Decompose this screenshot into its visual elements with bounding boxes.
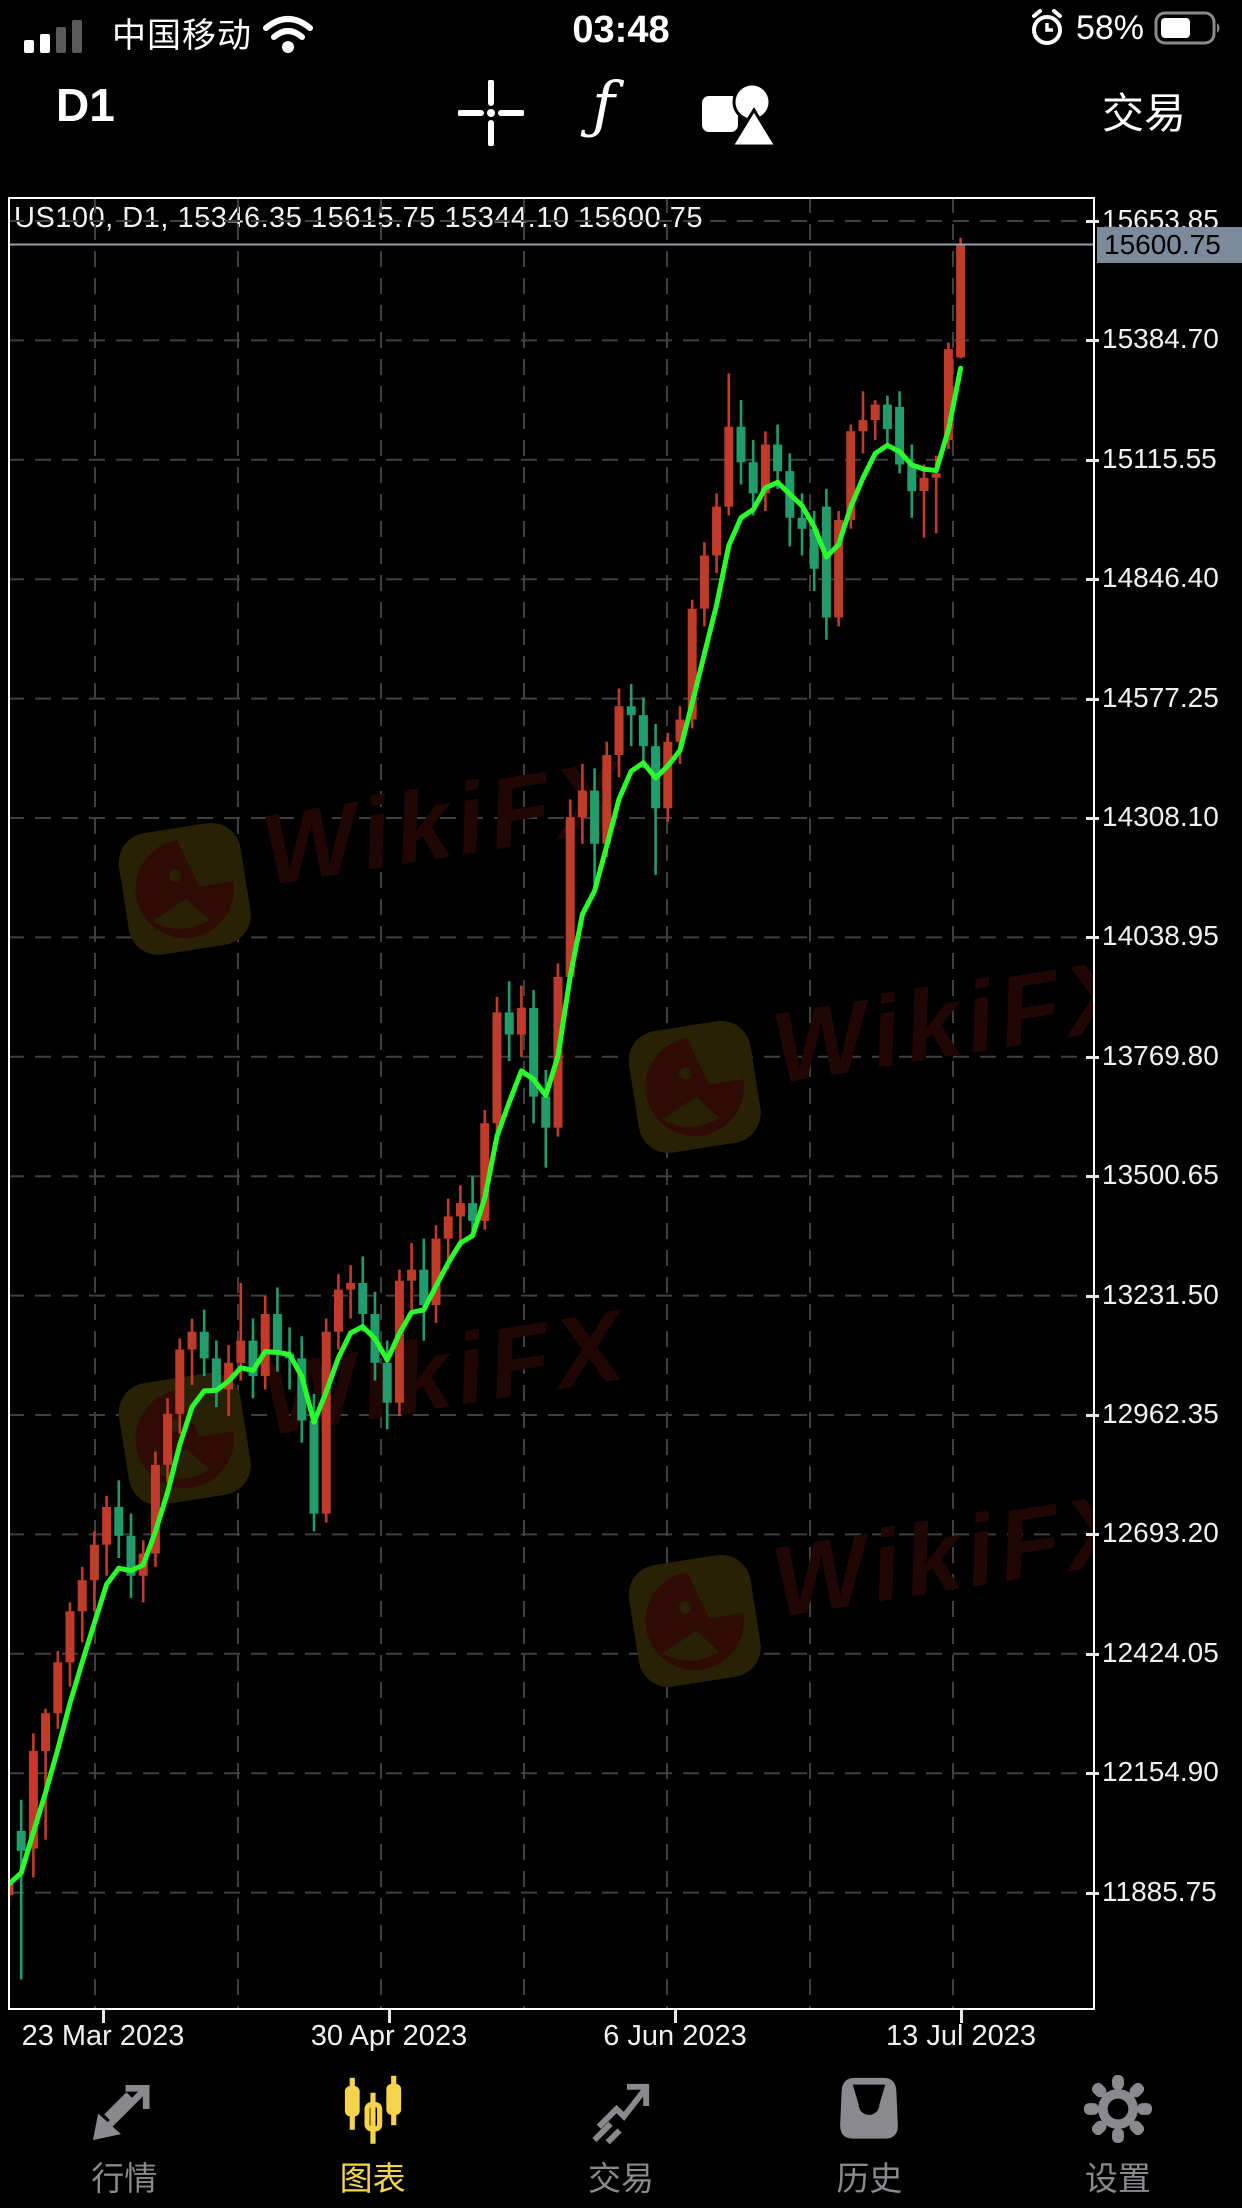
candlestick-chart[interactable]: WikiFX WikiFX WikiFX WikiFX [8, 197, 1095, 2010]
tab-charts[interactable]: 图表 [248, 2062, 496, 2208]
y-axis-tick [1086, 817, 1099, 820]
gear-icon [1083, 2074, 1152, 2144]
y-axis-label: 14038.95 [1102, 920, 1219, 952]
y-axis-label: 13231.50 [1102, 1278, 1219, 1310]
y-axis-tick [1086, 1055, 1099, 1059]
x-axis-label: 6 Jun 2023 [603, 2020, 747, 2052]
y-axis-tick [1086, 458, 1099, 462]
battery-icon [1154, 11, 1220, 45]
wikifx-watermark: WikiFX [624, 937, 1095, 1158]
trade-button[interactable]: 交易 [1101, 90, 1186, 137]
function-icon: ƒ [592, 68, 615, 141]
y-axis-tick [1086, 1294, 1099, 1298]
quotes-arrows-icon [93, 2084, 150, 2141]
tab-quotes[interactable]: 行情 [0, 2062, 248, 2208]
carrier-label: 中国移动 [112, 17, 252, 55]
wifi-icon [263, 15, 313, 53]
x-axis-tick [388, 2010, 391, 2023]
candles-icon [344, 2075, 401, 2144]
bottom-tab-bar: 行情 图表 交易 历史 设置 [0, 2062, 1242, 2208]
chart-objects-icon [702, 82, 779, 148]
x-axis-tick [960, 2010, 963, 2023]
current-price-badge: 15600.75 [1097, 226, 1242, 263]
y-axis-label: 15384.70 [1102, 323, 1219, 355]
status-bar: 中国移动 03:48 58% [0, 0, 1242, 62]
y-axis-tick [1086, 578, 1099, 582]
wikifx-watermark: WikiFX [114, 739, 640, 960]
y-axis-label: 13500.65 [1102, 1159, 1219, 1191]
chart-toolbar: D1 ƒ 交易 [0, 62, 1242, 158]
y-axis-label: 12962.35 [1102, 1398, 1219, 1429]
y-axis-label: 12693.20 [1102, 1517, 1219, 1549]
crosshair-icon [457, 79, 525, 147]
battery-percent-label: 58% [1075, 8, 1144, 47]
wikifx-logo-icon [114, 818, 256, 960]
objects-button[interactable] [700, 80, 779, 155]
tab-label: 行情 [91, 2160, 158, 2197]
tab-label: 图表 [339, 2160, 406, 2197]
x-axis-label: 13 Jul 2023 [886, 2020, 1036, 2052]
y-axis-tick [1086, 936, 1099, 940]
timeframe-button[interactable]: D1 [56, 79, 115, 131]
y-axis-tick [1086, 1414, 1099, 1417]
tab-label: 设置 [1084, 2160, 1151, 2197]
indicators-button[interactable]: ƒ [592, 74, 615, 136]
y-axis-label: 14577.25 [1102, 681, 1219, 713]
y-axis-label: 14846.40 [1102, 562, 1219, 594]
crosshair-button[interactable] [457, 79, 525, 151]
y-axis-tick [1086, 1891, 1099, 1895]
wikifx-logo-icon [624, 1016, 766, 1158]
x-axis-label: 23 Mar 2023 [21, 2020, 185, 2052]
tab-settings[interactable]: 设置 [994, 2062, 1242, 2208]
tab-label: 交易 [588, 2160, 655, 2197]
tab-label: 历史 [836, 2160, 903, 2197]
x-axis-tick [102, 2010, 105, 2023]
y-axis-label: 11885.75 [1102, 1875, 1217, 1907]
x-axis-tick [674, 2010, 677, 2023]
wikifx-logo-icon [624, 1550, 766, 1692]
y-axis-tick [1086, 1175, 1099, 1179]
y-axis-tick [1086, 339, 1099, 343]
history-box-icon [840, 2077, 899, 2139]
chart-series [8, 197, 1095, 2010]
tab-trade[interactable]: 交易 [497, 2062, 745, 2208]
ohlc-header: US100, D1, 15346.35 15615.75 15344.10 15… [14, 202, 703, 234]
y-axis-tick [1086, 220, 1099, 223]
y-axis-label: 15115.55 [1102, 442, 1217, 474]
trade-trend-icon [592, 2083, 650, 2145]
alarm-clock-icon [1031, 9, 1062, 45]
y-axis-label: 12154.90 [1102, 1756, 1219, 1788]
wikifx-watermark: WikiFX [624, 1471, 1095, 1692]
y-axis-label: 13769.80 [1102, 1039, 1219, 1071]
y-axis-tick [1086, 1533, 1099, 1537]
y-axis-tick [1086, 1772, 1099, 1776]
y-axis-tick [1086, 1652, 1099, 1656]
y-axis-tick [1086, 697, 1099, 701]
x-axis-label: 30 Apr 2023 [310, 2020, 468, 2052]
clock-time: 03:48 [572, 9, 670, 51]
tab-history[interactable]: 历史 [745, 2062, 993, 2208]
y-axis-label: 12424.05 [1102, 1636, 1219, 1668]
watermark-layer: WikiFX WikiFX WikiFX WikiFX [8, 197, 1095, 2010]
y-axis-label: 14308.10 [1102, 801, 1219, 832]
signal-strength-icon [24, 19, 82, 53]
